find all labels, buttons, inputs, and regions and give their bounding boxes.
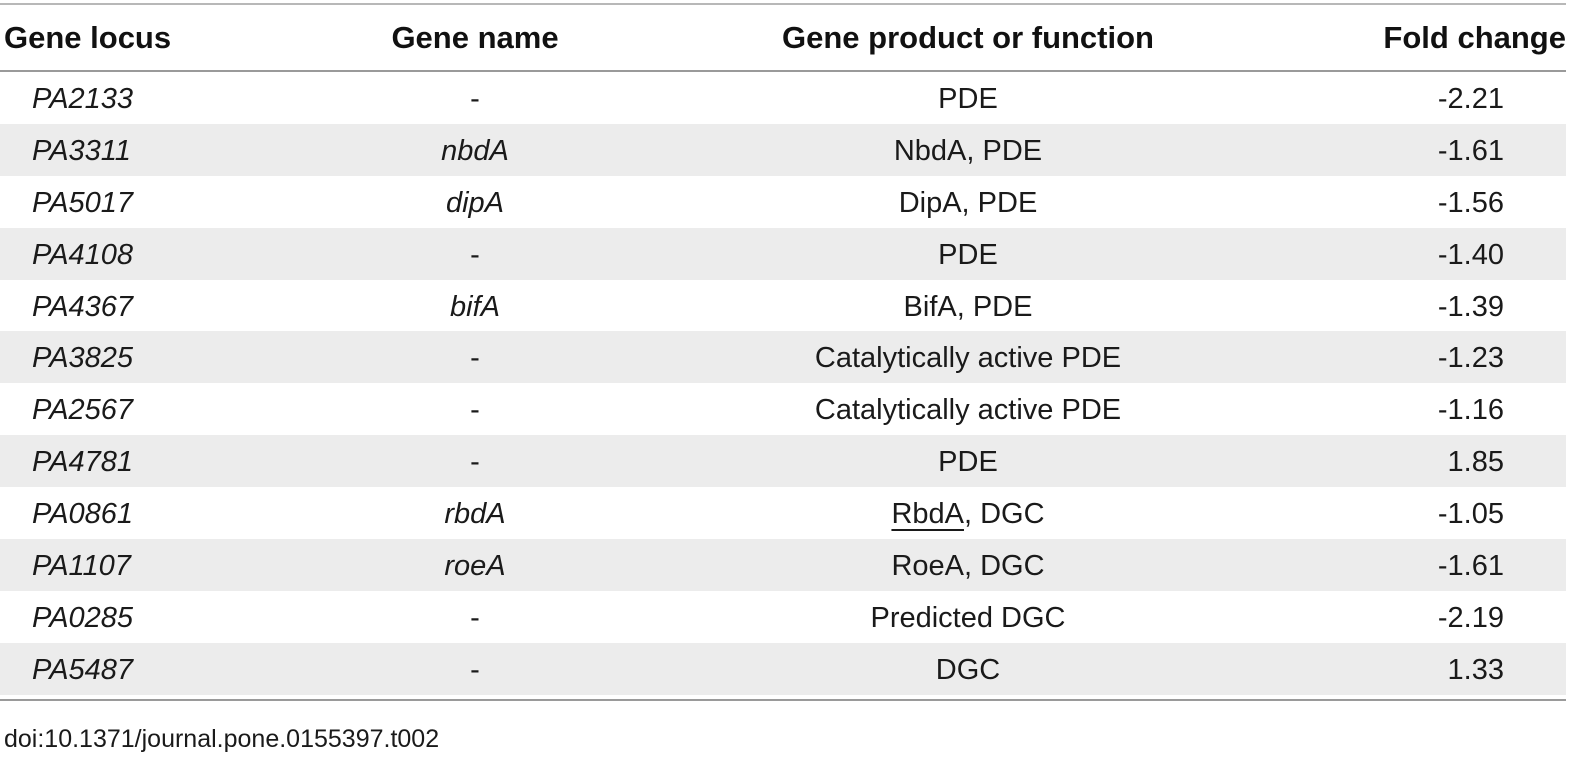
cell-gene-product: DGC (718, 643, 1218, 695)
cell-gene-locus: PA1107 (32, 550, 131, 583)
cell-gene-locus: PA0861 (32, 498, 134, 531)
product-text-underlined: RbdA (891, 498, 964, 531)
cell-fold-change: -1.61 (1437, 134, 1504, 167)
cell-fold-change: -1.56 (1437, 186, 1504, 219)
header-gene-name: Gene name (391, 20, 559, 55)
cell-gene-name: - (470, 601, 480, 634)
cell-fold-change: 1.33 (1447, 653, 1504, 686)
cell-gene-locus: PA3825 (32, 342, 134, 375)
cell-fold-change: -2.19 (1437, 601, 1504, 634)
cell-gene-product: RoeA, DGC (718, 539, 1218, 591)
cell-gene-name: - (470, 238, 480, 271)
cell-gene-locus: PA3311 (32, 134, 131, 167)
cell-gene-name: - (470, 446, 480, 479)
product-text: BifA, PDE (903, 290, 1033, 323)
cell-fold-change: -1.05 (1437, 498, 1504, 531)
cell-fold-change: -1.61 (1437, 550, 1504, 583)
table-row: PA0861 rbdA RbdA, DGC -1.05 (0, 487, 1566, 539)
cell-gene-product: Catalytically active PDE (718, 383, 1218, 435)
table-row: PA1107 roeA RoeA, DGC -1.61 (0, 539, 1566, 591)
cell-gene-locus: PA2133 (32, 83, 134, 115)
table-bottom-rule (0, 699, 1566, 701)
cell-gene-name: - (470, 653, 480, 686)
product-text: PDE (938, 446, 998, 479)
cell-gene-product: PDE (718, 228, 1218, 280)
cell-fold-change: -2.21 (1437, 83, 1504, 115)
table-row: PA3825 - Catalytically active PDE -1.23 (0, 331, 1566, 384)
product-text: PDE (938, 238, 998, 271)
cell-gene-locus: PA5487 (32, 653, 134, 686)
table-row: PA4367 bifA BifA, PDE -1.39 (0, 280, 1566, 332)
cell-gene-locus: PA5017 (32, 186, 134, 219)
table-row: PA5017 dipA DipA, PDE -1.56 (0, 176, 1566, 228)
cell-gene-locus: PA2567 (32, 394, 134, 427)
cell-gene-locus: PA4367 (32, 290, 134, 323)
doi-caption: doi:10.1371/journal.pone.0155397.t002 (4, 725, 440, 753)
cell-gene-product: Predicted DGC (718, 591, 1218, 643)
product-text: Predicted DGC (870, 601, 1066, 634)
table-header-rule (0, 70, 1566, 72)
header-gene-product: Gene product or function (782, 20, 1154, 55)
product-text: Catalytically active PDE (814, 342, 1122, 375)
cell-gene-name: - (470, 342, 480, 375)
cell-gene-name: - (470, 83, 480, 115)
cell-gene-name: roeA (444, 550, 506, 583)
table-row: PA5487 - DGC 1.33 (0, 642, 1566, 695)
product-text: RoeA, DGC (891, 550, 1045, 583)
table-row: PA0285 - Predicted DGC -2.19 (0, 591, 1566, 643)
cell-gene-product: DipA, PDE (718, 176, 1218, 228)
table-row: PA4781 - PDE 1.85 (0, 435, 1566, 488)
cell-fold-change: -1.39 (1437, 290, 1504, 323)
product-text: NbdA, PDE (893, 134, 1043, 167)
cell-gene-product: RbdA, DGC (718, 487, 1218, 539)
cell-gene-product: NbdA, PDE (718, 124, 1218, 176)
cell-gene-product: PDE (718, 435, 1218, 487)
cell-gene-product: Catalytically active PDE (718, 331, 1218, 383)
header-fold-change: Fold change (1383, 20, 1566, 55)
product-text: PDE (938, 83, 998, 115)
cell-gene-product: PDE (718, 72, 1218, 124)
cell-gene-locus: PA4108 (32, 238, 134, 271)
header-gene-locus: Gene locus (4, 20, 172, 55)
product-text: DipA, PDE (898, 186, 1038, 219)
cell-gene-name: - (470, 394, 480, 427)
product-text: , DGC (963, 498, 1045, 531)
cell-gene-name: dipA (445, 186, 505, 219)
cell-fold-change: 1.85 (1447, 446, 1504, 479)
cell-gene-locus: PA0285 (32, 601, 134, 634)
table-row: PA2133 - PDE -2.21 (0, 72, 1566, 124)
table-header-row: Gene locus Gene name Gene product or fun… (0, 5, 1566, 70)
cell-gene-name: nbdA (441, 134, 509, 167)
table-row: PA4108 - PDE -1.40 (0, 227, 1566, 280)
table-row: PA2567 - Catalytically active PDE -1.16 (0, 383, 1566, 435)
cell-fold-change: -1.23 (1437, 342, 1504, 375)
cell-gene-locus: PA4781 (32, 446, 134, 479)
product-text: Catalytically active PDE (814, 394, 1122, 427)
cell-gene-name: rbdA (444, 498, 506, 531)
table-top-rule (0, 3, 1566, 5)
cell-fold-change: -1.16 (1437, 394, 1504, 427)
cell-gene-product: BifA, PDE (718, 280, 1218, 332)
cell-gene-name: bifA (450, 290, 500, 323)
cell-fold-change: -1.40 (1437, 238, 1504, 271)
table-row: PA3311 nbdA NbdA, PDE -1.61 (0, 123, 1566, 176)
product-text: DGC (935, 653, 1001, 686)
table-body: PA2133- PDE -2.21 PA3311 nbdA NbdA, PDE -1.61 P… (0, 72, 1566, 695)
